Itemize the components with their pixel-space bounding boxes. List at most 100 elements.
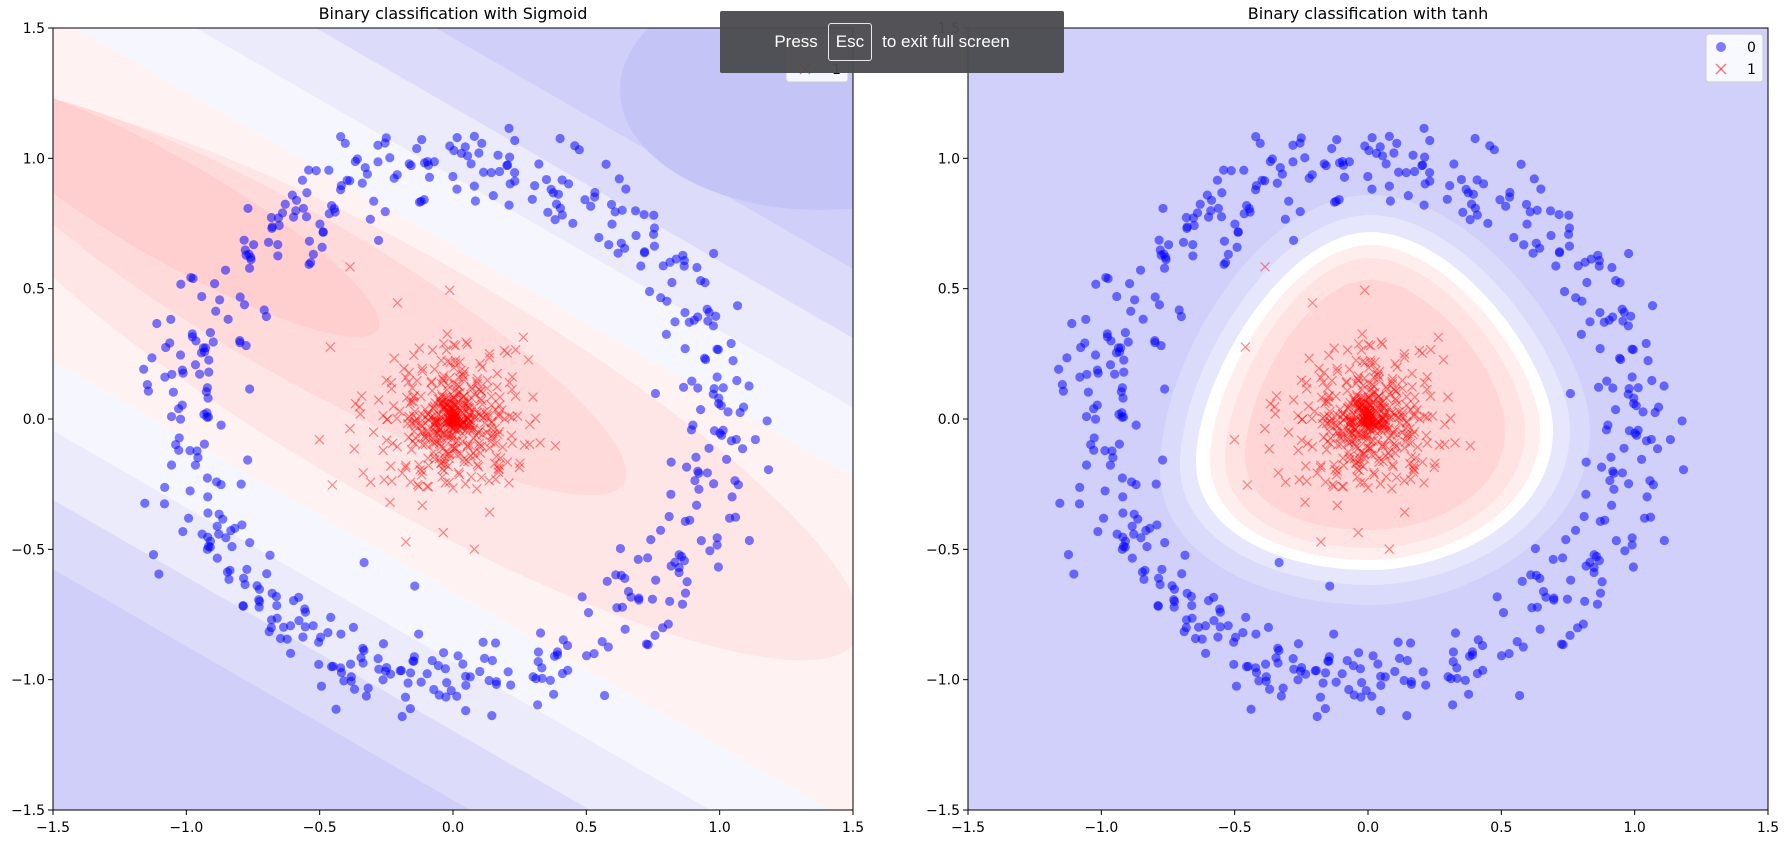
point-class-0 <box>1239 165 1249 175</box>
point-class-0 <box>183 513 194 523</box>
point-class-1 <box>487 432 498 443</box>
point-class-1 <box>1377 421 1388 432</box>
point-class-1 <box>1390 385 1401 396</box>
point-class-1 <box>1391 410 1401 421</box>
point-class-0 <box>1312 711 1322 722</box>
point-class-0 <box>1517 576 1527 586</box>
point-class-0 <box>639 209 649 220</box>
point-class-0 <box>541 174 552 185</box>
point-class-0 <box>440 664 451 674</box>
point-class-1 <box>1345 418 1356 429</box>
point-class-1 <box>1300 461 1311 471</box>
point-class-0 <box>204 355 214 365</box>
point-class-0 <box>1608 383 1618 393</box>
y-tick-label: −1.5 <box>926 803 960 819</box>
point-class-1 <box>1399 442 1410 453</box>
point-class-1 <box>476 441 487 452</box>
point-class-0 <box>448 171 458 182</box>
point-class-1 <box>1439 439 1450 450</box>
point-class-0 <box>655 525 666 535</box>
point-class-1 <box>422 481 433 492</box>
point-class-0 <box>1260 659 1271 669</box>
point-class-0 <box>1255 138 1265 148</box>
point-class-1 <box>408 392 419 403</box>
point-class-1 <box>443 413 453 424</box>
point-class-1 <box>1332 421 1343 431</box>
point-class-1 <box>381 435 392 446</box>
point-class-0 <box>1624 384 1634 394</box>
point-class-1 <box>434 409 445 420</box>
point-class-0 <box>1472 175 1482 185</box>
point-class-1 <box>408 410 419 421</box>
point-class-0 <box>1081 411 1092 422</box>
point-class-1 <box>438 401 449 412</box>
point-class-0 <box>1591 551 1602 562</box>
point-class-0 <box>705 546 715 556</box>
point-class-1 <box>1362 412 1373 423</box>
point-class-1 <box>425 412 436 422</box>
point-class-1 <box>504 377 515 388</box>
point-class-0 <box>1293 639 1304 649</box>
point-class-1 <box>462 339 473 350</box>
point-class-0 <box>574 145 584 155</box>
point-class-0 <box>1063 550 1074 560</box>
point-class-1 <box>451 413 462 424</box>
point-class-0 <box>1169 584 1180 594</box>
point-class-1 <box>455 420 466 431</box>
point-class-1 <box>1326 413 1337 424</box>
point-class-1 <box>1350 424 1361 435</box>
point-class-1 <box>1366 425 1377 436</box>
point-class-0 <box>1580 257 1590 267</box>
point-class-1 <box>1358 380 1368 391</box>
point-class-1 <box>1352 433 1362 444</box>
point-class-1 <box>398 363 409 374</box>
point-class-1 <box>1362 416 1373 427</box>
point-class-0 <box>236 479 246 489</box>
point-class-1 <box>469 544 480 555</box>
point-class-0 <box>1535 243 1545 253</box>
point-class-1 <box>446 408 457 418</box>
point-class-0 <box>1118 541 1129 551</box>
point-class-1 <box>1364 399 1374 410</box>
point-class-1 <box>1381 393 1392 404</box>
point-class-1 <box>444 416 454 427</box>
point-class-1 <box>1379 419 1390 430</box>
point-class-1 <box>466 419 477 430</box>
point-class-0 <box>1288 157 1298 167</box>
point-class-1 <box>1370 448 1381 459</box>
point-class-1 <box>1343 434 1354 445</box>
point-class-1 <box>1357 400 1368 410</box>
point-class-1 <box>437 391 448 402</box>
point-class-0 <box>254 602 264 612</box>
point-class-1 <box>1370 365 1381 376</box>
point-class-1 <box>441 396 452 407</box>
point-class-1 <box>449 411 460 422</box>
point-class-1 <box>1357 417 1368 428</box>
point-class-1 <box>1332 410 1343 420</box>
point-class-1 <box>430 418 441 429</box>
point-class-0 <box>152 318 162 329</box>
point-class-1 <box>1379 418 1389 429</box>
point-class-0 <box>1176 311 1186 322</box>
point-class-1 <box>448 414 459 425</box>
point-class-0 <box>727 492 737 502</box>
point-class-1 <box>434 435 445 446</box>
point-class-0 <box>1548 554 1558 564</box>
point-class-1 <box>439 417 449 427</box>
point-class-0 <box>242 564 252 574</box>
legend-marker-class-1 <box>1715 63 1727 75</box>
point-class-1 <box>1414 345 1425 356</box>
point-class-0 <box>1151 479 1161 489</box>
point-class-1 <box>1360 406 1371 417</box>
point-class-1 <box>447 398 458 409</box>
point-class-1 <box>407 383 418 393</box>
point-class-0 <box>154 569 164 579</box>
point-class-0 <box>621 184 631 194</box>
point-class-1 <box>482 427 493 438</box>
point-class-0 <box>1565 388 1576 399</box>
point-class-1 <box>417 363 428 374</box>
point-class-1 <box>440 459 451 470</box>
point-class-1 <box>448 339 459 350</box>
point-class-1 <box>486 416 497 427</box>
point-class-0 <box>1054 364 1064 374</box>
